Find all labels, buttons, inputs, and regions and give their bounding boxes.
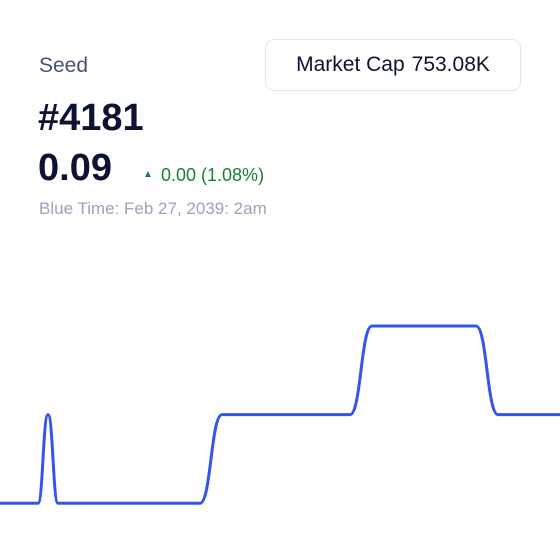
chart — [0, 324, 560, 505]
price: 0.09 — [38, 147, 112, 189]
price-change: 0.00 (1.08%) — [161, 165, 265, 185]
up-arrow-icon: ▲ — [143, 169, 153, 180]
timestamp: Blue Time: Feb 27, 2039: 2am — [39, 199, 267, 218]
market-cap-label: Market Cap — [296, 53, 405, 76]
asset-id: #4181 — [38, 97, 144, 139]
asset-name: Seed — [39, 54, 89, 77]
market-cap-value: 753.08K — [411, 53, 490, 76]
price-line — [0, 324, 560, 505]
market-cap-button[interactable]: Market Cap 753.08K — [265, 39, 521, 91]
